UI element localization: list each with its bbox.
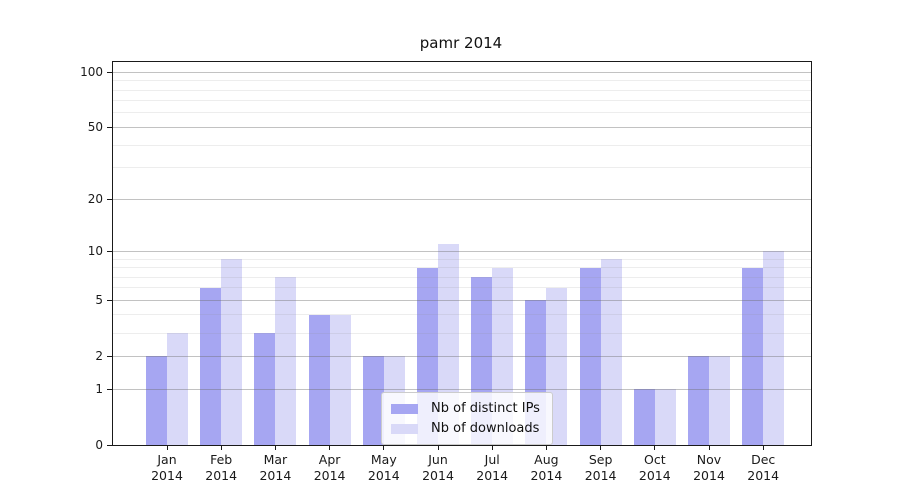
x-tick-label: Feb 2014 [205,452,238,484]
x-tick-label: Aug 2014 [530,452,563,484]
bar [362,356,384,445]
y-tick-label: 20 [87,192,103,207]
chart-title: pamr 2014 [419,34,503,52]
x-tick-label: Jan 2014 [151,452,183,484]
minor-gridline [113,276,811,278]
x-tick-label: May 2014 [367,452,400,484]
minor-gridline [113,112,811,114]
y-axis-tick [107,355,113,357]
y-tick-label: 100 [80,65,103,80]
bar [654,389,676,445]
major-gridline [113,299,811,301]
minor-gridline [113,332,811,334]
x-axis-tick [220,445,222,450]
x-axis-tick [274,445,276,450]
legend: Nb of distinct IPs Nb of downloads [381,392,553,445]
x-axis-tick [545,445,547,450]
x-tick-label: Oct 2014 [638,452,671,484]
bar [688,356,709,445]
y-axis-tick [107,126,113,128]
bar [146,356,167,445]
x-axis-tick [383,445,385,450]
bar [633,389,655,445]
x-axis-tick [762,445,764,450]
minor-gridline [113,89,811,91]
legend-label-downloads: Nb of downloads [431,421,540,436]
bar [167,333,188,445]
major-gridline [113,355,811,357]
major-gridline [113,198,811,200]
major-gridline [113,250,811,252]
bar [600,259,622,445]
y-tick-label: 2 [95,349,103,364]
x-axis-tick [600,445,602,450]
x-axis-tick [437,445,439,450]
x-tick-label: Jun 2014 [422,452,454,484]
y-axis-tick [107,198,113,200]
x-tick-label: Jul 2014 [476,452,509,484]
bar [329,315,351,445]
bar [763,251,785,445]
major-gridline [113,126,811,128]
y-axis-tick [107,71,113,73]
x-axis-tick [654,445,656,450]
x-axis-tick [491,445,493,450]
minor-gridline [113,314,811,316]
minor-gridline [113,80,811,82]
legend-swatch-downloads [391,423,418,434]
legend-swatch-distinct-ips [391,403,418,414]
bar [200,287,222,445]
minor-gridline [113,100,811,102]
legend-entry-distinct-ips: Nb of distinct IPs [391,401,540,416]
legend-label-distinct-ips: Nb of distinct IPs [431,401,540,416]
legend-entry-downloads: Nb of downloads [391,421,540,436]
bar [308,315,330,445]
x-tick-label: Dec 2014 [747,452,780,484]
plot-area: Nb of distinct IPs Nb of downloads 0 1 2 5 1… [80,61,812,483]
minor-gridline [113,144,811,146]
minor-gridline [113,167,811,169]
x-axis-tick [329,445,331,450]
x-tick-label: Apr 2014 [313,452,346,484]
bar [709,356,730,445]
bar [221,259,243,445]
bar [742,267,764,445]
bar [579,267,601,445]
x-axis-tick [166,445,168,450]
x-axis-tick [708,445,710,450]
x-tick-label: Sep 2014 [584,452,617,484]
y-tick-label: 0 [95,438,103,452]
y-tick-label: 50 [87,120,103,135]
y-axis-tick [107,388,113,390]
minor-gridline [113,258,811,260]
y-axis-tick [107,299,113,301]
minor-gridline [113,267,811,268]
minor-gridline [113,287,811,289]
bar [254,333,276,445]
x-tick-label: Nov 2014 [693,452,725,484]
major-gridline [113,71,811,73]
y-tick-label: 10 [87,244,103,259]
y-axis-tick [107,250,113,252]
major-gridline [113,388,811,390]
x-tick-label: Mar 2014 [259,452,292,484]
y-tick-label: 5 [95,293,103,308]
y-axis-tick [107,444,113,446]
bar [275,277,297,445]
y-tick-label: 1 [95,382,103,396]
